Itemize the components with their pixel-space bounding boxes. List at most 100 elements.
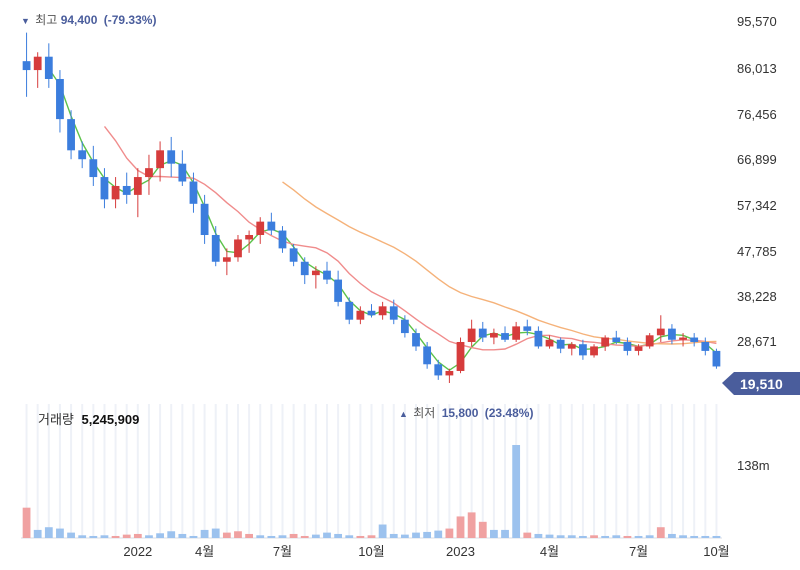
candle-body [579,344,587,356]
candle-body [111,185,120,200]
volume-bar [311,534,320,538]
volume-bar [133,533,142,538]
candle-body [267,221,276,231]
volume-bar [579,535,587,538]
time-tick-label: 10월 [703,544,729,559]
candle-body [512,326,521,340]
candle-body [145,168,153,178]
volume-bar [44,527,53,538]
volume-bar [278,535,287,538]
volume-bar [323,532,331,538]
volume-bar [167,531,176,538]
price-tick-label: 47,785 [737,244,777,259]
volume-bar [300,535,309,538]
volume-bar [467,512,476,538]
candle-body [423,346,432,365]
price-tick-label: 86,013 [737,61,777,76]
volume-bar [400,534,409,538]
time-tick-label: 2023 [446,544,475,559]
volume-bar [623,535,632,538]
volume-bar [200,529,209,538]
time-tick-label: 7월 [629,544,648,559]
candle-body [289,248,298,262]
candle-body [278,230,287,249]
volume-bar [189,535,198,538]
volume-bar [22,507,31,538]
volume-label: 거래량 5,245,909 [38,412,139,427]
candle-body [668,328,676,340]
volume-bar [590,535,598,538]
volume-bar [634,535,643,538]
volume-bar [690,535,699,538]
ma-mid-line [103,125,717,351]
price-tick-label: 57,342 [737,198,777,213]
candle-body [645,335,654,347]
volume-bar [234,531,242,538]
volume-bar [111,535,120,538]
candle-body [400,319,409,334]
candle-body [434,364,443,376]
candle-body [634,346,643,351]
volume-bar [545,534,554,538]
volume-bar [33,529,42,538]
current-price-badge: 19,510 [722,372,800,395]
volume-bars [22,445,721,538]
volume-bar [701,535,710,538]
candle-body [490,333,498,338]
volume-bar [178,533,187,538]
candle-body [445,370,454,376]
candle-body [545,339,554,347]
volume-bar [256,535,265,538]
candle-body [100,177,109,200]
price-tick-label: 66,899 [737,152,777,167]
price-tick-label: 76,456 [737,107,777,122]
candle-body [300,261,309,276]
price-axis: 95,570 86,013 76,456 66,899 57,342 47,785 38,2… [737,14,777,349]
moving-average-lines [48,68,717,372]
volume-bar [156,533,164,538]
volume-bar [245,533,253,538]
candle-body [478,328,487,338]
candle-body [567,344,576,349]
candle-body [78,150,87,160]
candle-body [356,310,365,320]
candle-body [690,337,699,342]
candle-body [679,337,687,340]
candle-body [701,341,710,351]
candle-body [89,159,98,178]
time-axis: 2022 4월 7월 10월 2023 4월 7월 10월 [123,544,729,559]
volume-bar [367,535,376,538]
volume-bar [478,521,487,538]
candle-body [601,337,610,347]
candle-body [44,56,53,79]
candle-body [712,350,721,367]
volume-bar [267,535,276,538]
volume-bar [145,535,153,538]
candle-body [200,203,209,236]
candle-body [590,346,598,356]
price-tick-label: 95,570 [737,14,777,29]
current-price: 19,510 [740,376,783,392]
volume-bar [78,535,87,538]
candle-body [33,56,42,71]
candle-body [245,235,253,240]
volume-bar [289,533,298,538]
time-tick-label: 4월 [540,544,559,559]
time-tick-label: 4월 [195,544,214,559]
candle-body [612,337,621,342]
candle-body [189,181,198,204]
candle-body [56,78,64,120]
volume-bar [222,532,231,538]
candle-body [211,235,220,262]
candle-body [456,341,465,371]
price-tick-label: 28,671 [737,334,777,349]
volume-bar [56,528,64,538]
volume-axis-tick: 138m [737,458,770,473]
candle-body [256,221,265,236]
volume-bar [601,535,610,538]
volume-bar [89,535,98,538]
volume-bar [645,535,654,538]
candle-body [367,310,376,316]
candle-body [556,339,565,349]
